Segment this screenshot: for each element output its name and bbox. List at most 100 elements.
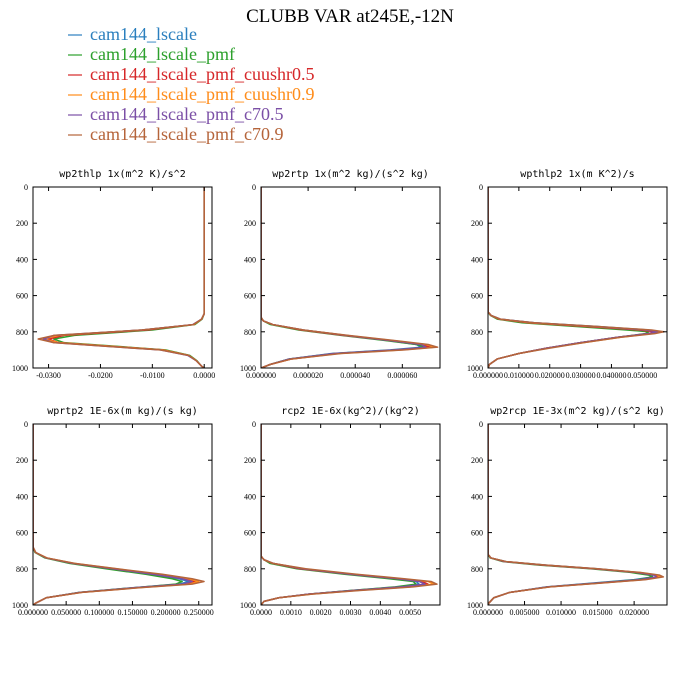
x-tick-label: 0.000040 xyxy=(340,371,370,380)
y-tick-label: 600 xyxy=(244,529,256,538)
series-line xyxy=(488,424,654,605)
series-line xyxy=(488,424,654,605)
y-tick-label: 400 xyxy=(244,492,256,501)
y-tick-label: 0 xyxy=(479,183,483,192)
figure-title: CLUBB VAR at245E,-12N xyxy=(246,6,454,27)
series-line xyxy=(488,424,657,605)
x-tick-label: 0.200000 xyxy=(151,608,181,617)
x-tick-label: 0.050000 xyxy=(627,371,657,380)
y-tick-label: 200 xyxy=(471,456,483,465)
x-tick-label: 0.015000 xyxy=(583,608,613,617)
y-tick-label: 800 xyxy=(244,328,256,337)
y-tick-label: 800 xyxy=(16,565,28,574)
x-tick-label: 0.010000 xyxy=(546,608,576,617)
panel-grid: wp2thlp 1x(m^2 K)/s^2 0 200 400 600 800 1000 -0… xyxy=(12,169,668,617)
panel-title: wpthlp2 1x(m K^2)/s xyxy=(520,169,634,180)
series-line xyxy=(37,187,205,368)
legend-label: cam144_lscale_pmf_cuushr0.9 xyxy=(90,84,314,104)
x-tick-label: 0.050000 xyxy=(51,608,81,617)
y-tick-label: 200 xyxy=(244,219,256,228)
y-tick-label: 0 xyxy=(252,183,256,192)
panel-title: rcp2 1E-6x(kg^2)/(kg^2) xyxy=(281,406,419,417)
y-tick-label: 600 xyxy=(471,292,483,301)
y-tick-label: 400 xyxy=(471,492,483,501)
y-tick-label: 600 xyxy=(244,292,256,301)
x-tick-label: 0.040000 xyxy=(596,371,626,380)
x-tick-label: 0.0050 xyxy=(399,608,421,617)
chart-panel: wp2rtp 1x(m^2 kg)/(s^2 kg) 0 200 400 600 800 1… xyxy=(240,169,441,380)
y-tick-label: 1000 xyxy=(12,364,28,373)
x-tick-label: -0.0300 xyxy=(36,371,61,380)
x-tick-label: -0.0100 xyxy=(140,371,165,380)
chart-panel: wpthlp2 1x(m K^2)/s 0 200 400 600 800 10000.00… xyxy=(467,169,668,380)
y-tick-label: 1000 xyxy=(12,601,28,610)
x-tick-label: 0.000060 xyxy=(387,371,417,380)
series-line xyxy=(488,187,650,368)
series-line xyxy=(488,424,662,605)
series-line xyxy=(261,187,437,368)
plot-frame xyxy=(487,186,668,369)
x-tick-label: 0.0000 xyxy=(250,608,272,617)
x-tick-label: 0.150000 xyxy=(117,608,147,617)
x-tick-label: 0.000000 xyxy=(246,371,276,380)
x-tick-label: 0.250000 xyxy=(184,608,214,617)
plot-frame xyxy=(260,423,441,606)
series-line xyxy=(261,424,435,605)
y-tick-label: 600 xyxy=(471,529,483,538)
series-line xyxy=(261,187,432,368)
y-tick-label: 0 xyxy=(24,420,28,429)
y-tick-label: 800 xyxy=(471,565,483,574)
series-line xyxy=(488,187,665,368)
y-tick-label: 200 xyxy=(244,456,256,465)
y-tick-label: 800 xyxy=(244,565,256,574)
series-line xyxy=(53,187,205,368)
legend-label: cam144_lscale_pmf_c70.9 xyxy=(90,124,283,144)
x-tick-label: 0.020000 xyxy=(535,371,565,380)
y-tick-label: 0 xyxy=(479,420,483,429)
y-tick-label: 400 xyxy=(244,255,256,264)
y-tick-label: 200 xyxy=(471,219,483,228)
legend-label: cam144_lscale_pmf xyxy=(90,44,235,64)
x-tick-label: 0.000000 xyxy=(473,371,503,380)
series-line xyxy=(42,187,205,368)
x-tick-label: 0.0000 xyxy=(193,371,215,380)
x-tick-label: 0.100000 xyxy=(84,608,114,617)
x-tick-label: 0.0020 xyxy=(310,608,332,617)
x-tick-label: 0.010000 xyxy=(504,371,534,380)
chart-panel: rcp2 1E-6x(kg^2)/(kg^2) 0 200 400 600 800 1000… xyxy=(240,406,441,617)
plot-frame xyxy=(487,423,668,606)
y-tick-label: 1000 xyxy=(240,601,256,610)
y-tick-label: 200 xyxy=(16,456,28,465)
x-tick-label: -0.0200 xyxy=(88,371,113,380)
x-tick-label: 0.000020 xyxy=(293,371,323,380)
y-tick-label: 800 xyxy=(16,328,28,337)
y-tick-label: 600 xyxy=(16,529,28,538)
series-line xyxy=(488,187,662,368)
y-tick-label: 400 xyxy=(16,255,28,264)
y-tick-label: 200 xyxy=(16,219,28,228)
panel-title: wprtp2 1E-6x(m kg)/(s kg) xyxy=(47,406,198,417)
y-tick-label: 0 xyxy=(24,183,28,192)
plot-frame xyxy=(32,186,213,369)
x-tick-label: 0.020000 xyxy=(619,608,649,617)
y-tick-label: 1000 xyxy=(467,601,483,610)
series-line xyxy=(488,424,659,605)
panel-title: wp2rtp 1x(m^2 kg)/(s^2 kg) xyxy=(272,169,429,180)
series-line xyxy=(33,424,205,605)
chart-panel: wp2rcp 1E-3x(m^2 kg)/(s^2 kg) 0 200 400 600 8… xyxy=(467,406,668,617)
panel-title: wp2rcp 1E-3x(m^2 kg)/(s^2 kg) xyxy=(490,406,665,417)
series-line xyxy=(33,424,183,605)
series-line xyxy=(261,187,439,368)
y-tick-label: 400 xyxy=(16,492,28,501)
y-tick-label: 1000 xyxy=(467,364,483,373)
y-tick-label: 0 xyxy=(252,420,256,429)
series-line xyxy=(488,187,659,368)
x-tick-label: 0.005000 xyxy=(510,608,540,617)
series-line xyxy=(261,424,438,605)
x-tick-label: 0.030000 xyxy=(566,371,596,380)
y-tick-label: 800 xyxy=(471,328,483,337)
chart-panel: wp2thlp 1x(m^2 K)/s^2 0 200 400 600 800 1000 -0… xyxy=(12,169,215,380)
x-tick-label: 0.0030 xyxy=(340,608,362,617)
series-line xyxy=(261,424,429,605)
plot-frame xyxy=(260,186,441,369)
